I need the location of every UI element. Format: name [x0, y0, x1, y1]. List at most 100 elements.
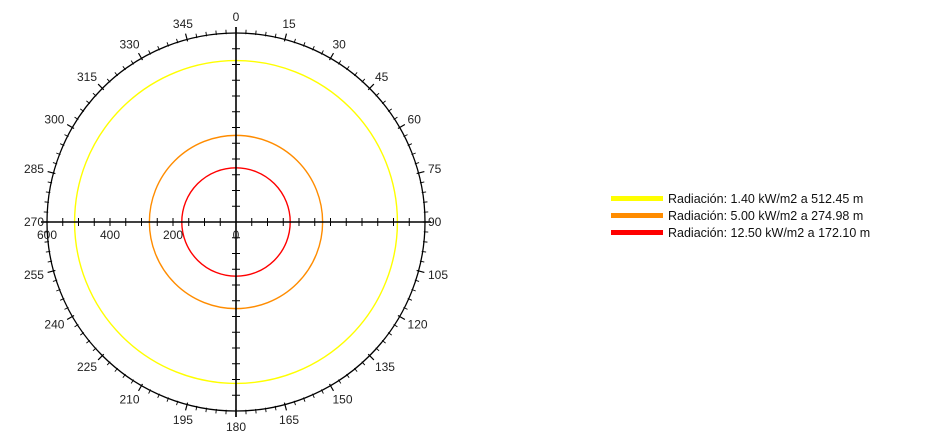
angle-tick-240 [66, 314, 75, 321]
angle-label-225: 225 [77, 360, 97, 374]
plot-area: 0 15 30 45 60 75 90 105 120 135 150 165 180 195 210 225… [24, 10, 448, 434]
radial-label-400: 400 [100, 228, 120, 242]
angle-tick-48 [375, 92, 380, 97]
angle-tick-192 [195, 405, 198, 411]
angle-tick-81 [421, 191, 427, 194]
angle-tick-144 [346, 373, 350, 379]
angle-tick-210 [137, 383, 144, 392]
angle-tick-99 [421, 250, 427, 253]
angle-tick-285 [47, 170, 56, 175]
angle-tick-204 [157, 393, 160, 399]
angle-tick-252 [52, 279, 58, 282]
radial-label-600: 600 [37, 228, 57, 242]
angle-tick-27 [320, 50, 324, 55]
angle-tick-249 [56, 288, 61, 292]
angle-tick-120 [397, 314, 406, 321]
angle-tick-339 [166, 42, 170, 47]
angle-tick-153 [320, 389, 324, 394]
angle-tick-222 [106, 361, 111, 366]
angle-tick-12 [274, 33, 277, 39]
angle-tick-300 [66, 123, 75, 130]
angle-tick-198 [176, 400, 179, 406]
angle-tick-30 [328, 52, 335, 61]
angle-label-15: 15 [282, 17, 296, 31]
angle-tick-312 [92, 92, 97, 97]
angle-tick-219 [114, 367, 119, 372]
angle-tick-156 [312, 393, 315, 399]
angle-label-180: 180 [226, 420, 246, 434]
angle-tick-105 [416, 269, 425, 274]
angle-label-330: 330 [119, 37, 139, 51]
angle-label-105: 105 [428, 268, 448, 282]
angle-label-300: 300 [44, 113, 64, 127]
angle-tick-315 [97, 83, 105, 91]
angle-tick-303 [74, 116, 79, 120]
radial-labels: 600 400 200 0 [37, 228, 240, 242]
angle-tick-114 [407, 298, 413, 301]
angle-tick-234 [79, 332, 85, 336]
angle-ticks [41, 27, 431, 417]
legend-swatch-0 [611, 196, 663, 201]
angle-tick-75 [416, 170, 425, 175]
angle-tick-60 [397, 123, 406, 130]
angle-tick-129 [381, 339, 386, 344]
angle-tick-51 [381, 100, 386, 105]
angle-tick-171 [264, 407, 267, 413]
angle-tick-117 [403, 306, 408, 310]
angle-tick-150 [328, 383, 335, 392]
angle-tick-24 [312, 45, 315, 51]
angle-tick-168 [274, 405, 277, 411]
angle-tick-39 [353, 72, 358, 77]
angle-tick-261 [45, 250, 51, 253]
angle-label-90: 90 [428, 215, 442, 229]
legend-swatch-1 [611, 213, 663, 218]
angle-tick-225 [97, 353, 105, 361]
angle-label-60: 60 [408, 113, 422, 127]
angle-tick-18 [293, 38, 296, 44]
angle-tick-279 [45, 191, 51, 194]
angle-tick-306 [79, 108, 85, 112]
angle-tick-342 [176, 38, 179, 44]
angle-tick-162 [293, 400, 296, 406]
angle-label-0: 0 [233, 10, 240, 24]
angle-tick-351 [205, 31, 208, 37]
angle-tick-231 [86, 339, 91, 344]
angle-label-345: 345 [173, 17, 193, 31]
angle-tick-336 [157, 45, 160, 51]
angle-label-255: 255 [24, 268, 44, 282]
angle-tick-345 [184, 33, 189, 42]
angle-tick-66 [407, 143, 413, 146]
angle-tick-45 [367, 83, 375, 91]
angle-tick-216 [122, 373, 126, 379]
angle-tick-297 [64, 134, 69, 138]
angle-tick-246 [59, 298, 65, 301]
angle-label-30: 30 [333, 37, 347, 51]
angle-tick-255 [47, 269, 56, 274]
angle-tick-282 [47, 181, 53, 184]
angle-tick-78 [419, 181, 425, 184]
angle-tick-330 [137, 52, 144, 61]
angle-tick-147 [338, 379, 342, 384]
angle-label-210: 210 [119, 393, 139, 407]
angle-tick-126 [387, 332, 393, 336]
angle-tick-165 [283, 402, 288, 411]
angle-tick-333 [148, 50, 152, 55]
angle-tick-207 [148, 389, 152, 394]
angle-label-270: 270 [24, 215, 44, 229]
legend-label-2: Radiación: 12.50 kW/m2 a 172.10 m [668, 226, 870, 240]
angle-tick-348 [195, 33, 198, 39]
angle-tick-195 [184, 402, 189, 411]
angle-tick-108 [414, 279, 420, 282]
angle-tick-123 [393, 324, 398, 328]
angle-label-240: 240 [44, 318, 64, 332]
angle-label-285: 285 [24, 162, 44, 176]
angle-tick-9 [264, 31, 267, 37]
angle-label-165: 165 [279, 413, 299, 427]
legend: Radiación: 1.40 kW/m2 a 512.45 m Radiació… [611, 192, 870, 240]
angle-tick-294 [59, 143, 65, 146]
angle-tick-291 [56, 152, 61, 156]
angle-labels: 0 15 30 45 60 75 90 105 120 135 150 165 180 195 210 225… [24, 10, 448, 434]
angle-tick-228 [92, 347, 97, 352]
radial-ticks [62, 48, 410, 396]
